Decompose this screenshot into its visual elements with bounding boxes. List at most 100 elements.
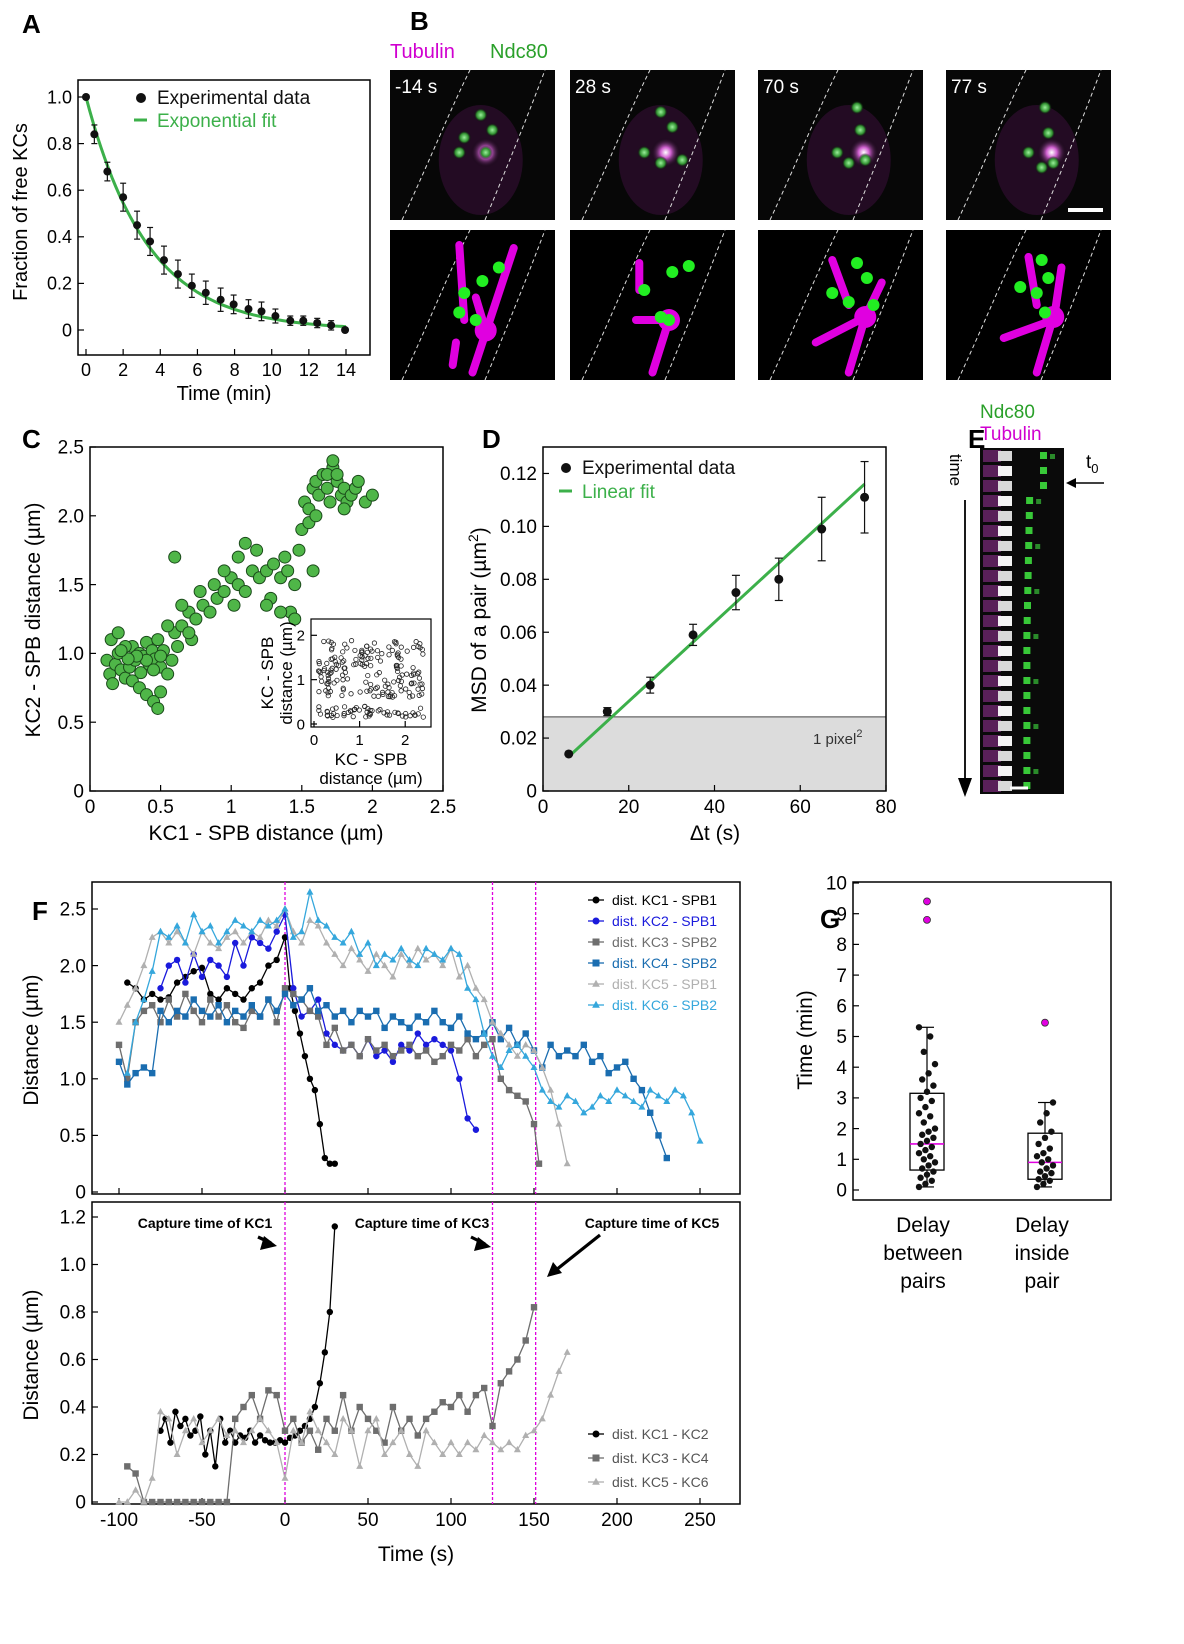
panel-f-bottom-series-point	[522, 1431, 530, 1439]
panel-e-spb-signal	[998, 556, 1012, 566]
panel-f-top-series-point	[240, 1013, 247, 1020]
panel-e-ndc80-signal	[1023, 737, 1031, 744]
panel-f-top-series-point	[248, 1002, 255, 1009]
panel-c-inset-point	[404, 671, 410, 677]
panel-f-bottom-series-point	[273, 1391, 280, 1399]
panel-f-bottom-series-point	[464, 1438, 472, 1446]
panel-f-legend-label: dist. KC1 - KC2	[612, 1426, 709, 1442]
panel-f-top-series-point	[290, 985, 297, 992]
panel-f-legend-label: dist. KC2 - SPB1	[612, 913, 717, 929]
panel-a-data-point	[257, 307, 266, 316]
panel-e-ndc80-signal	[1023, 707, 1031, 714]
panel-f-bottom-series-point	[397, 1426, 405, 1434]
panel-b-cell-outline	[581, 69, 651, 221]
panel-e-ndc80-signal	[1023, 647, 1031, 654]
panel-f-top-series-point	[315, 1013, 322, 1020]
panel-c-data-point	[217, 564, 231, 578]
panel-c-inset-point	[341, 713, 347, 719]
panel-f-top-series-point	[588, 1058, 596, 1066]
panel-b-kinetochore	[860, 272, 873, 284]
panel-f-bottom-series-point	[248, 1426, 256, 1434]
panel-c-inset-point	[321, 666, 328, 672]
panel-b-kinetochore-spot	[478, 145, 493, 160]
panel-a-ytick-label: 0.6	[47, 181, 72, 201]
panel-c-inset-point	[415, 671, 421, 677]
panel-c-points	[100, 454, 379, 715]
panel-f-top-series-point	[315, 996, 322, 1003]
panel-a-ytick-label: 0.8	[47, 134, 72, 154]
panel-f-top-series-point	[472, 984, 480, 991]
panel-c-inset-point	[396, 654, 402, 661]
panel-f-top-series-point	[232, 1019, 239, 1026]
panel-g-ytick-label: 4	[836, 1058, 847, 1079]
panel-f-bottom-xtick-label: 200	[601, 1510, 633, 1531]
panel-c-inset-point	[395, 710, 401, 717]
panel-g-data-point	[1043, 1165, 1050, 1172]
panel-e-spb-signal	[998, 601, 1012, 611]
panel-f-top-series-point	[132, 1069, 139, 1077]
panel-f-bottom-series-point	[298, 1438, 306, 1446]
panel-a-data-point	[187, 281, 196, 290]
panel-f-top-series-point	[389, 973, 397, 980]
panel-f-top-series-point	[165, 996, 172, 1003]
panel-f-top-series-point	[381, 961, 389, 969]
panel-c-data-point	[182, 626, 196, 640]
panel-a-data-point	[271, 312, 280, 321]
panel-d-xtick-label: 20	[618, 797, 639, 818]
panel-f-top-series-point	[397, 950, 405, 957]
panel-e-ndc80-signal	[1023, 677, 1031, 684]
panel-g-data-point	[922, 1146, 929, 1154]
panel-c-inset-point	[326, 678, 332, 685]
panel-f-bottom-series-point	[182, 1498, 189, 1506]
panel-f-top-series-point	[497, 1063, 505, 1071]
panel-f-top-series-point	[165, 1019, 172, 1026]
panel-g-data-point	[925, 1128, 932, 1135]
panel-f-bottom-series-point	[373, 1427, 380, 1434]
panel-e-tubulin-signal	[983, 600, 1001, 612]
panel-f-top-series-point	[331, 1160, 338, 1167]
panel-f-top-series-point	[414, 1013, 421, 1020]
panel-f-top-series-point	[198, 964, 206, 972]
panel-g-chart: 0 1 2 3 4 5 6 7 8 9 10 Delay between pairs Delay i…	[794, 874, 1112, 1293]
panel-f-top-series-point	[389, 1058, 397, 1066]
panel-a-data-point	[229, 300, 238, 309]
panel-b-microtubule	[468, 244, 518, 377]
panel-d-data-point	[817, 524, 827, 534]
panel-c-inset-point	[404, 648, 410, 654]
panel-f-top-series-point	[439, 961, 447, 969]
panel-c-inset-ytick-label: 1	[297, 672, 305, 689]
panel-c-inset-point	[398, 644, 404, 650]
panel-c-inset-point	[316, 658, 322, 665]
panel-f-top-series-point	[389, 1052, 397, 1060]
panel-f-top-series-point	[240, 1024, 247, 1032]
panel-g-data-point	[927, 1153, 934, 1160]
panel-f-top-series-point	[679, 1091, 687, 1099]
panel-g-ytick-label: 3	[836, 1089, 847, 1110]
panel-c-inset-point	[353, 656, 359, 663]
panel-f-legend-marker	[592, 959, 600, 967]
panel-f-bottom-series-line	[119, 1352, 568, 1504]
panel-e-spb-signal	[998, 526, 1012, 536]
panel-c-inset-point	[328, 647, 335, 653]
panel-c-inset-xlabel-2: distance (µm)	[319, 769, 422, 788]
panel-b-kinetochore	[663, 314, 675, 326]
panel-c-inset-xtick-label: 0	[310, 732, 318, 749]
panel-f-top-series-point	[215, 962, 222, 969]
panel-c-inset-point	[415, 643, 421, 650]
panel-c-inset-point	[375, 654, 381, 661]
panel-b-tubulin-label: Tubulin	[390, 41, 455, 63]
panel-f-legend-label: dist. KC3 - KC4	[612, 1450, 709, 1466]
panel-f-top-series-point	[248, 927, 256, 935]
panel-g-data-point	[931, 1060, 939, 1068]
panel-f-top-series-point	[273, 928, 280, 935]
panel-letter-B: B	[410, 6, 429, 36]
panel-b-kinetochore-spot	[1041, 126, 1056, 140]
panel-f-top-series-point	[522, 1041, 530, 1048]
panel-c-inset-point	[375, 708, 381, 714]
panel-f-xlabel: Time (s)	[378, 1543, 454, 1566]
panel-f-bottom-series-point	[251, 1439, 259, 1446]
panel-a-ytick-label: 0.2	[47, 274, 72, 294]
panel-f-top-series-point	[323, 1002, 330, 1009]
panel-b-cell-outline	[1040, 69, 1102, 221]
panel-c-data-point	[175, 598, 189, 612]
